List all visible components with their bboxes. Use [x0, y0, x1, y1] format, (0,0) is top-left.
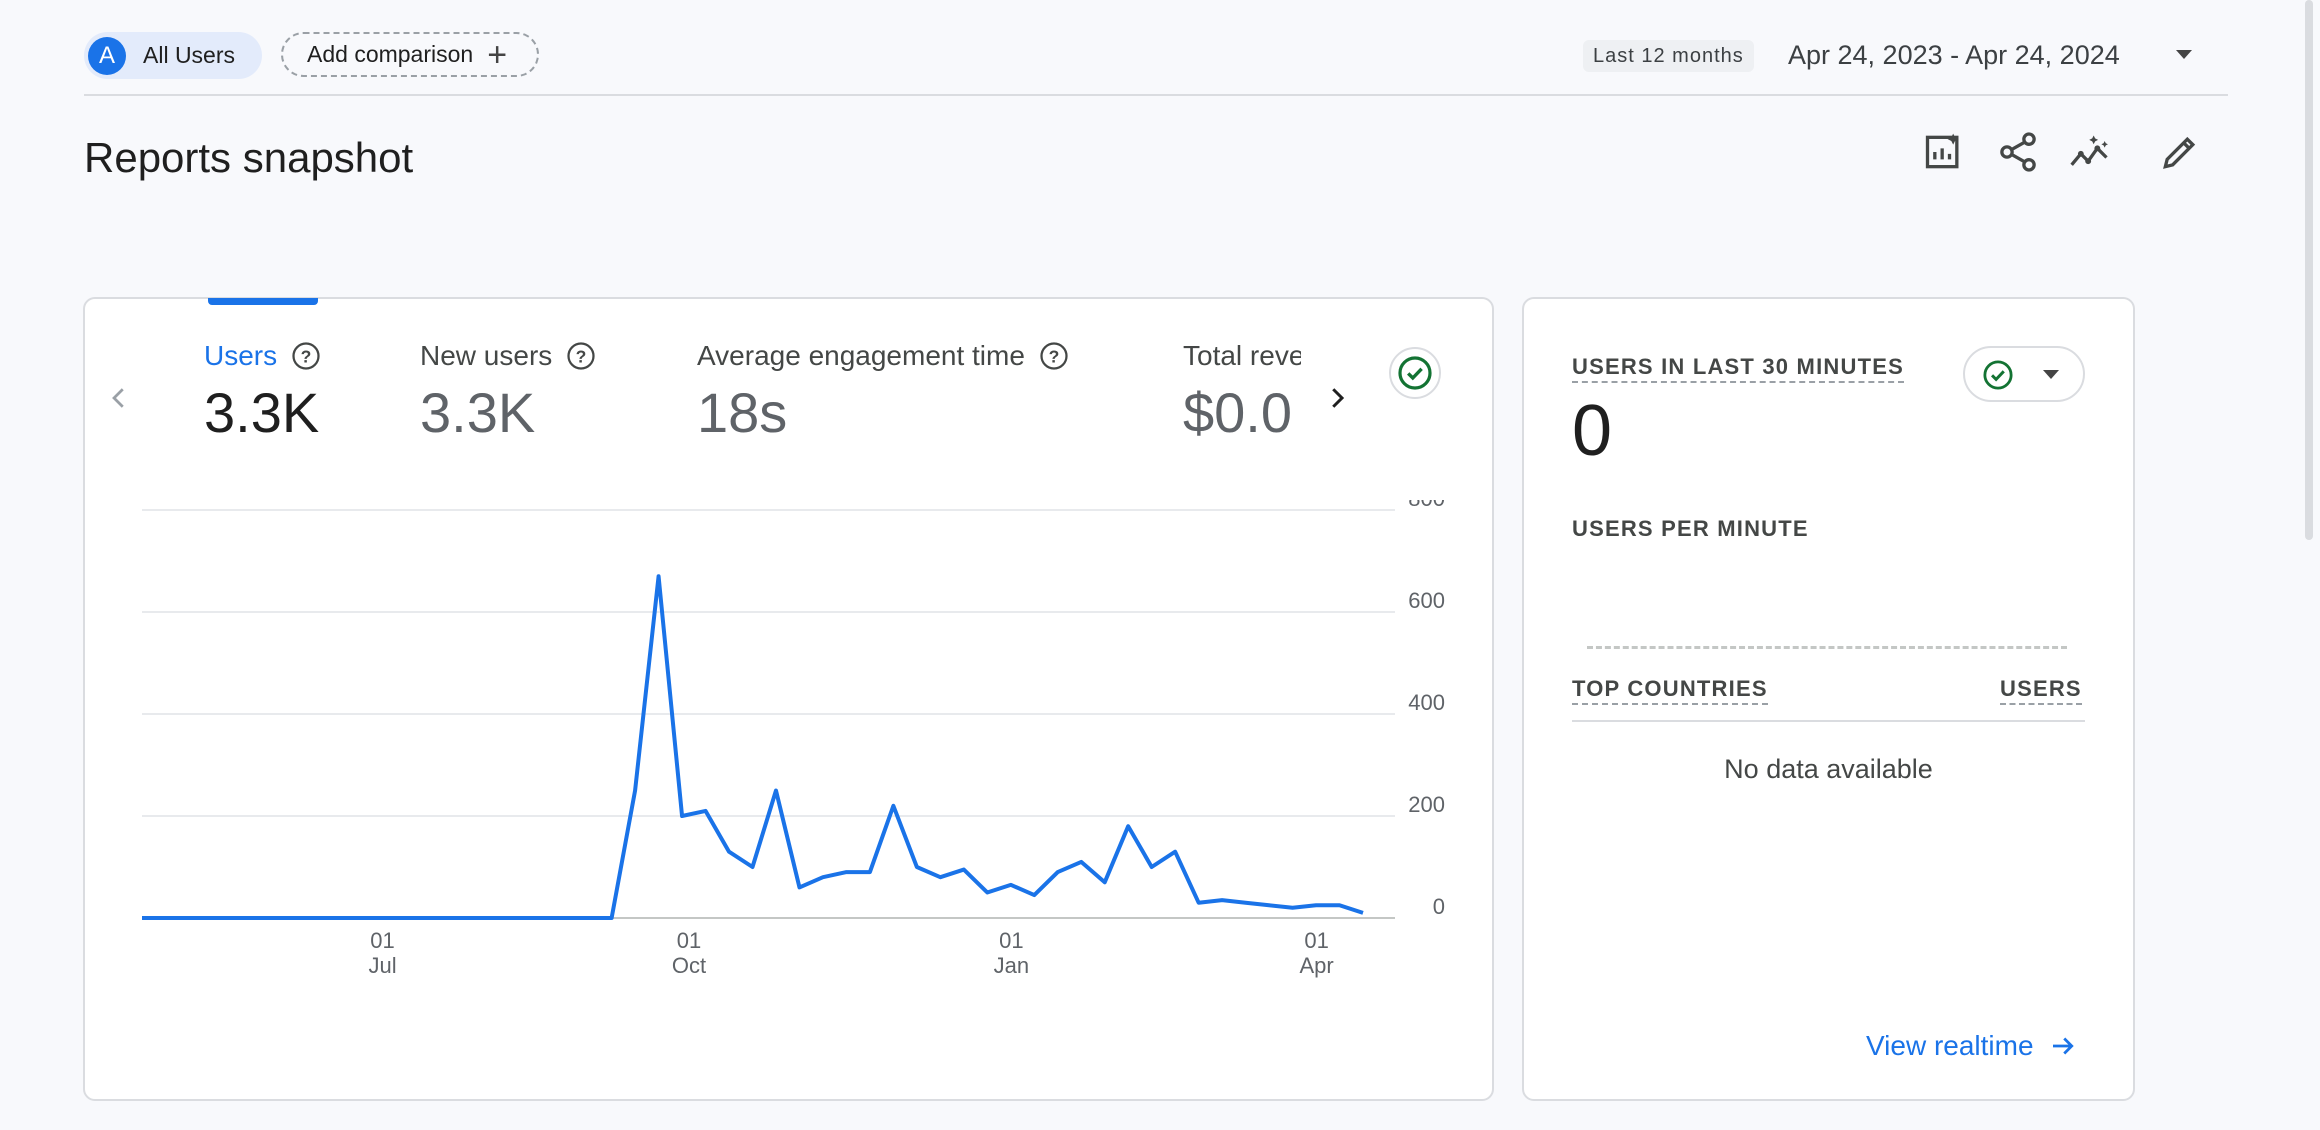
insights-icon[interactable]: [2068, 130, 2112, 174]
check-circle-icon: [1398, 356, 1432, 390]
page-scrollbar[interactable]: [2305, 0, 2313, 540]
x-tick-month: Jul: [368, 953, 396, 978]
users-series-line: [142, 574, 1364, 920]
metrics-chart-card: [83, 297, 1494, 1101]
x-tick-month: Apr: [1299, 953, 1333, 978]
date-range-preset[interactable]: Last 12 months: [1583, 40, 1754, 72]
realtime-heading: USERS IN LAST 30 MINUTES: [1572, 354, 1904, 383]
arrow-right-icon: [2052, 1037, 2074, 1055]
date-range-dropdown-icon[interactable]: [2176, 50, 2192, 59]
svg-text:?: ?: [301, 346, 312, 366]
caret-down-icon: [2043, 370, 2059, 379]
segment-avatar: A: [88, 36, 126, 75]
x-tick-month: Oct: [672, 953, 706, 978]
help-icon[interactable]: ?: [566, 341, 596, 371]
metric-value-new-users: 3.3K: [420, 381, 536, 444]
x-tick-day: 01: [1304, 928, 1328, 953]
metric-label-users: Users ?: [204, 340, 321, 372]
y-tick-label: 0: [1433, 894, 1445, 919]
chevron-left-icon[interactable]: [104, 380, 134, 416]
metric-value-total-revenue: $0.0: [1183, 381, 1292, 444]
header-divider: [84, 94, 2228, 96]
x-tick-day: 01: [677, 928, 701, 953]
check-circle-icon: [1983, 360, 2013, 390]
realtime-status-dropdown[interactable]: [1963, 346, 2085, 402]
table-divider: [1572, 720, 2085, 722]
y-tick-label: 400: [1408, 690, 1445, 715]
realtime-card: [1522, 297, 2135, 1101]
plus-icon: +: [487, 35, 508, 74]
metric-label-new-users: New users ?: [420, 340, 596, 372]
y-tick-label: 200: [1408, 792, 1445, 817]
empty-state-text: No data available: [1724, 754, 1933, 784]
chevron-right-icon[interactable]: [1322, 380, 1352, 416]
active-metric-indicator: [208, 298, 318, 305]
top-countries-header[interactable]: TOP COUNTRIES: [1572, 676, 1768, 705]
date-range-text[interactable]: Apr 24, 2023 - Apr 24, 2024: [1788, 40, 2120, 70]
x-tick-day: 01: [370, 928, 394, 953]
metric-label-total-revenue: Total reve: [1183, 340, 1301, 371]
users-per-minute-empty-chart: [1587, 646, 2067, 649]
metric-value-users: 3.3K: [204, 381, 320, 444]
svg-text:?: ?: [1049, 346, 1060, 366]
view-realtime-link[interactable]: View realtime: [1866, 1030, 2078, 1062]
edit-icon[interactable]: [2158, 130, 2202, 174]
help-icon[interactable]: ?: [291, 341, 321, 371]
metric-label-avg-engagement: Average engagement time ?: [697, 340, 1069, 372]
users-per-minute-label: USERS PER MINUTE: [1572, 516, 1809, 541]
realtime-users-value: 0: [1572, 391, 1613, 471]
y-tick-label: 600: [1408, 588, 1445, 613]
add-comparison-label: Add comparison: [307, 41, 474, 67]
users-column-header[interactable]: USERS: [2000, 676, 2082, 705]
page-title: Reports snapshot: [84, 134, 414, 181]
customize-report-icon[interactable]: [1922, 130, 1966, 174]
share-icon[interactable]: [1996, 130, 2040, 174]
y-tick-label: 800: [1408, 500, 1445, 511]
segment-chip-all-users[interactable]: A All Users: [84, 32, 262, 79]
add-comparison-button[interactable]: Add comparison +: [281, 32, 539, 77]
metric-status-button[interactable]: [1389, 347, 1441, 399]
segment-label: All Users: [143, 42, 236, 68]
view-realtime-label: View realtime: [1866, 1030, 2034, 1061]
x-tick-day: 01: [999, 928, 1023, 953]
x-tick-month: Jan: [994, 953, 1029, 978]
help-icon[interactable]: ?: [1039, 341, 1069, 371]
svg-text:?: ?: [576, 346, 587, 366]
metric-value-avg-engagement: 18s: [697, 381, 788, 444]
